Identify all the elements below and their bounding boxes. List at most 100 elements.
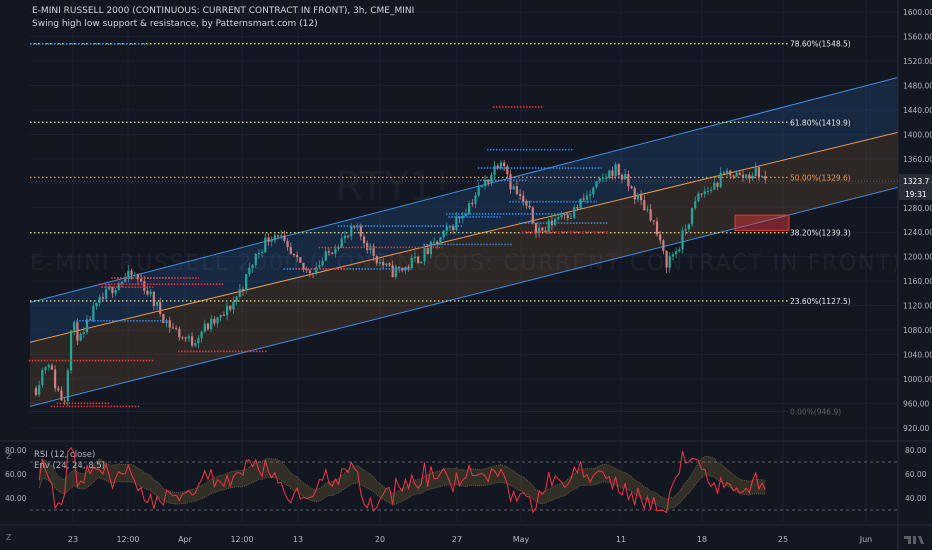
tradingview-logo-icon	[902, 534, 926, 546]
candle-body	[621, 175, 623, 180]
candle-body	[474, 195, 476, 203]
candle-body	[615, 164, 617, 176]
candle-body	[258, 253, 260, 254]
candle-body	[723, 173, 725, 174]
candle-body	[143, 281, 145, 290]
candle-body	[274, 235, 276, 240]
candle-body	[408, 267, 410, 268]
candle-body	[522, 196, 524, 201]
candle-body	[236, 297, 238, 302]
candle-body	[481, 186, 483, 187]
candle-body	[605, 178, 607, 179]
support-zone	[735, 215, 789, 230]
fib-level-label: 23.60%(1127.5)	[790, 297, 851, 306]
rsi-label[interactable]: RSI (12, close)	[34, 450, 95, 460]
candle-body	[248, 268, 250, 274]
candle-body	[560, 214, 562, 217]
candle-body	[70, 331, 72, 371]
rsi-axis-label: 60.00	[905, 470, 927, 479]
candle-body	[576, 207, 578, 208]
candle-body	[382, 262, 384, 265]
candle-body	[716, 183, 718, 187]
candle-body	[634, 188, 636, 199]
side-zoom-icon[interactable]: Z	[6, 452, 11, 461]
candle-body	[242, 289, 244, 290]
candle-body	[73, 322, 75, 330]
rsi-axis-label: 80.00	[905, 446, 927, 455]
candle-body	[427, 248, 429, 254]
indicator-label[interactable]: Swing high low support & resistance, by …	[32, 19, 318, 29]
candle-body	[707, 191, 709, 192]
price-tick-label: 960.00	[903, 399, 929, 408]
side-zoom-icon[interactable]: Z	[6, 533, 11, 542]
candle-body	[414, 257, 416, 258]
candle-body	[350, 227, 352, 236]
candle-body	[178, 329, 180, 337]
time-tick-label: May	[513, 535, 530, 544]
time-tick-label: 11	[616, 535, 626, 544]
price-tick-label: 1560.00	[903, 33, 932, 42]
candle-body	[328, 251, 330, 252]
price-tick-label: 1600.00	[903, 8, 932, 17]
candle-body	[672, 254, 674, 256]
candle-body	[213, 319, 215, 324]
rsi-axis-label: 40.00	[905, 494, 927, 503]
candle-body	[172, 327, 174, 328]
candle-body	[229, 306, 231, 309]
candle-body	[618, 164, 620, 175]
candle-body	[115, 290, 117, 293]
candle-body	[589, 194, 591, 196]
candle-body	[443, 231, 445, 238]
candle-body	[742, 175, 744, 178]
candle-body	[554, 219, 556, 225]
fib-level-label: 78.60%(1548.5)	[790, 40, 851, 49]
envelope-label[interactable]: Env (24, 24, 8.5)	[34, 461, 105, 471]
candle-body	[255, 254, 257, 265]
candle-body	[420, 262, 422, 264]
candle-body	[665, 251, 667, 267]
candle-body	[583, 199, 585, 200]
price-tick-label: 1200.00	[903, 253, 932, 262]
price-tick-label: 1280.00	[903, 204, 932, 213]
candle-body	[95, 303, 97, 307]
candle-body	[105, 289, 107, 298]
candle-body	[656, 221, 658, 234]
candle-body	[748, 175, 750, 179]
candle-body	[280, 235, 282, 236]
last-price-label: 1323.7	[903, 177, 929, 186]
candle-body	[283, 235, 285, 240]
candle-body	[592, 187, 594, 194]
candle-body	[150, 292, 152, 295]
fib-level-label: 0.00%(946.9)	[790, 407, 841, 416]
candle-body	[376, 256, 378, 263]
candle-body	[347, 236, 349, 237]
fib-level-label: 50.00%(1329.6)	[790, 173, 851, 182]
candle-body	[745, 175, 747, 178]
candle-body	[532, 207, 534, 223]
candle-body	[567, 215, 569, 218]
candle-body	[739, 173, 741, 175]
candle-body	[153, 292, 155, 306]
time-tick-label: Apr	[178, 535, 193, 544]
candle-body	[630, 186, 632, 188]
candle-body	[159, 302, 161, 314]
chart-title: E-MINI RUSSELL 2000 (CONTINUOUS: CURRENT…	[32, 6, 414, 16]
candle-body	[309, 270, 311, 273]
candle-body	[678, 249, 680, 251]
price-tick-label: 1440.00	[903, 106, 932, 115]
candle-body	[586, 196, 588, 200]
candle-body	[286, 241, 288, 247]
candle-body	[232, 302, 234, 310]
candle-body	[83, 332, 85, 334]
candle-body	[704, 191, 706, 194]
candle-body	[379, 262, 381, 263]
price-tick-label: 1400.00	[903, 130, 932, 139]
candle-body	[503, 163, 505, 167]
candle-body	[79, 334, 81, 341]
candle-body	[366, 243, 368, 250]
candle-body	[595, 182, 597, 188]
price-tick-label: 1080.00	[903, 326, 932, 335]
candle-body	[223, 315, 225, 316]
candle-body	[156, 302, 158, 306]
candle-body	[439, 237, 441, 243]
